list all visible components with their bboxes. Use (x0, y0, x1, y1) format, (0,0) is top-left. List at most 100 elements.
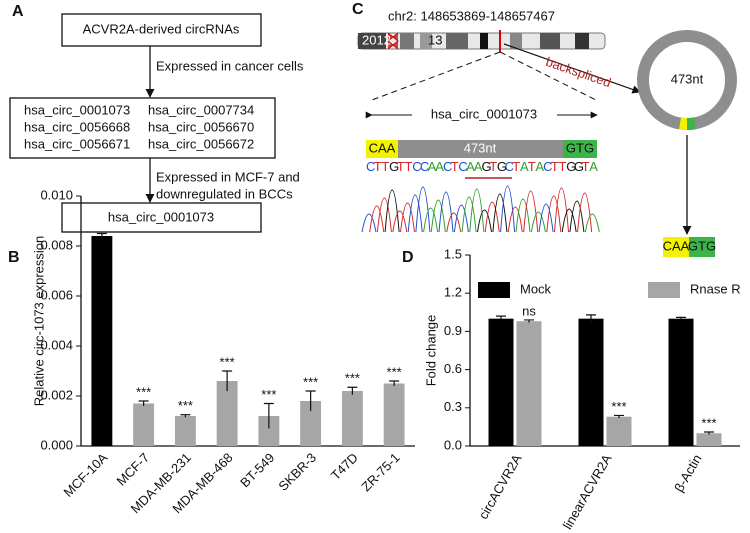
trace-peak (469, 188, 485, 233)
bar (300, 401, 322, 446)
significance: *** (701, 415, 716, 430)
trace-peak (538, 203, 554, 233)
seq-label: CAA (663, 238, 690, 253)
y-axis-label: Fold change (423, 315, 438, 387)
error-bar (676, 316, 686, 320)
y-tick-label: 0.6 (444, 361, 462, 376)
flow-text: downregulated in BCCs (156, 186, 293, 201)
backsplice-arrow (503, 43, 641, 94)
bar (133, 403, 155, 446)
significance: *** (178, 398, 193, 413)
y-tick-label: 0.002 (40, 387, 73, 402)
label-bg (412, 105, 557, 123)
trace-peak (484, 201, 500, 233)
panel-label: C (352, 1, 364, 18)
flow-box (9, 97, 276, 159)
legend-label: Rnase R (690, 281, 741, 296)
error-bar (222, 370, 233, 391)
trace-peak (361, 213, 377, 233)
seq-label: GTG (566, 140, 594, 155)
trace-peak (577, 192, 593, 233)
bar (696, 433, 722, 446)
y-tick-label: 1.5 (444, 246, 462, 261)
error-bar (347, 386, 358, 395)
bar (174, 416, 196, 446)
x-tick-label: T47D (328, 450, 361, 483)
legend-label: Mock (520, 281, 552, 296)
seq-box (398, 140, 563, 158)
seq-box (563, 140, 597, 158)
trace-peak (376, 197, 392, 233)
seq-label: CAA (369, 140, 396, 155)
x-tick-label: ZR-75-1 (358, 450, 402, 494)
locus-label: chr2: 148653869-148657467 (388, 8, 555, 23)
seq-label: GTG (688, 238, 716, 253)
trace-peak (477, 209, 492, 233)
trace-peak (407, 194, 423, 233)
significance: *** (345, 371, 360, 386)
trace-peak (584, 213, 600, 233)
significance: ns (522, 303, 536, 318)
significance: *** (303, 374, 318, 389)
circ-id: hsa_circ_0001073 (24, 102, 130, 117)
seq-box (689, 237, 715, 257)
trace-peak (446, 212, 462, 233)
trace-peak (554, 187, 569, 233)
circ-id: hsa_circ_0056668 (24, 119, 130, 134)
circrna (637, 30, 737, 130)
trace-peak (507, 206, 523, 233)
error-bar (524, 319, 534, 323)
zoom-line (371, 51, 501, 101)
x-tick-label: circACVR2A (475, 451, 524, 521)
trace-peak (523, 190, 539, 233)
flow-box (61, 202, 262, 233)
flow-text: Expressed in MCF-7 and (156, 169, 300, 184)
trace-peak (369, 205, 385, 233)
significance: *** (136, 384, 151, 399)
circle-label: 473nt (671, 71, 704, 86)
seq-box (366, 140, 398, 158)
trace-peak (561, 208, 577, 233)
x-tick-label: MCF-10A (60, 450, 110, 500)
y-tick-label: 0.006 (40, 287, 73, 302)
trace-peak (492, 193, 508, 233)
y-tick-label: 0.3 (444, 399, 462, 414)
flow-text: ACVR2A-derived circRNAs (83, 21, 240, 36)
bar (606, 416, 632, 446)
significance: *** (261, 387, 276, 402)
junction-mark (686, 117, 697, 130)
bar (668, 318, 694, 446)
flow-text: hsa_circ_0001073 (108, 209, 214, 224)
x-tick-label: SKBR-3 (275, 450, 319, 494)
significance: *** (611, 399, 626, 414)
trace-peak (392, 210, 408, 233)
trace-peak (438, 191, 454, 233)
circ-id: hsa_circ_0007734 (148, 102, 254, 117)
error-bar (180, 414, 191, 418)
trace-peak (515, 198, 531, 233)
bar (578, 318, 604, 446)
y-axis-label: Relative circ-1073 expression (31, 236, 46, 407)
bar (341, 391, 363, 446)
bar (488, 318, 514, 446)
bar (216, 381, 238, 446)
legend-swatch (478, 282, 510, 298)
significance: *** (220, 354, 235, 369)
seq-box (663, 237, 689, 257)
trace-peak (430, 199, 446, 233)
seq-label: 473nt (464, 140, 497, 155)
sequence: CTTGTTCCAACTCAAGTGCTATACTTGGTA (366, 159, 598, 174)
flow-box (61, 13, 262, 47)
y-tick-label: 0.010 (40, 187, 73, 202)
trace-peak (569, 200, 585, 233)
bar (91, 236, 113, 446)
error-bar (263, 402, 274, 429)
trace-peak (384, 189, 400, 233)
trace-peak (530, 211, 546, 233)
trace-peak (423, 207, 439, 233)
x-tick-label: BT-549 (237, 450, 277, 490)
trace-peak (400, 202, 415, 233)
trace-peak (461, 196, 477, 233)
y-tick-label: 0.0 (444, 437, 462, 452)
